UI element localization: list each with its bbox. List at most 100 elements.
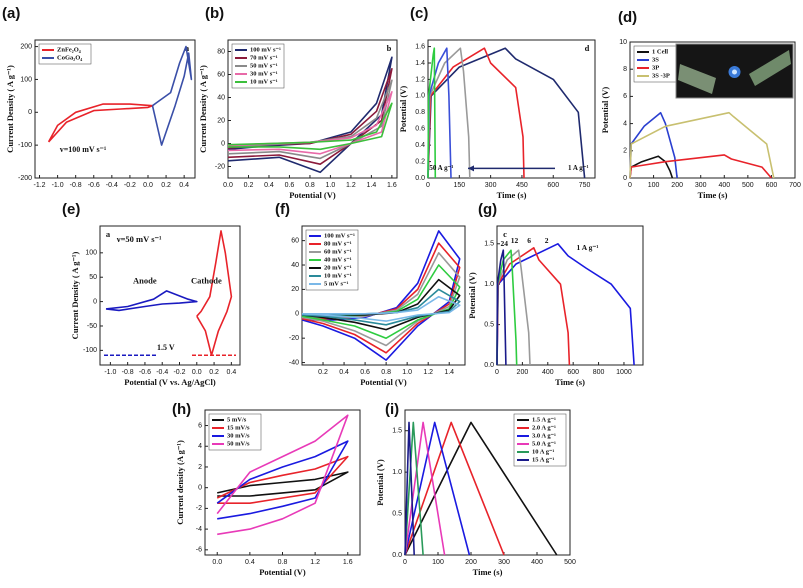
legend-box [513, 413, 567, 467]
x-tick-label: 300 [485, 182, 497, 189]
y-tick-label: 1.0 [415, 93, 425, 100]
annotation: v=100 mV s⁻¹ [60, 145, 107, 154]
legend-label: 50 mV/s [227, 440, 250, 447]
y-tick-label: 0 [221, 140, 225, 147]
y-axis-label: Current Density ( A g⁻¹) [70, 252, 80, 340]
x-tick-label: 0.0 [212, 559, 222, 566]
y-axis-label: Potential (V) [467, 272, 477, 319]
series-line [629, 111, 775, 179]
legend-label: 15 mV/s [227, 424, 250, 431]
y-tick-label: 6 [623, 93, 627, 100]
y-tick-label: -6 [196, 547, 202, 554]
x-tick-label: 100 [432, 559, 444, 566]
y-tick-label: 0 [198, 485, 202, 492]
x-tick-label: 400 [542, 369, 554, 376]
panel-tag: b [387, 43, 392, 53]
series-line [301, 230, 461, 361]
legend-label: CoGa₂O₄ [57, 54, 82, 61]
x-tick-label: 0.2 [209, 369, 219, 376]
y-tick-label: 2 [623, 148, 627, 155]
plot-frame [227, 39, 398, 179]
annotation: Anode [133, 276, 157, 286]
legend-label: 2.0 A g⁻¹ [532, 424, 556, 431]
legend-label: 1 Cell [652, 48, 668, 55]
legend-label: 10 A g⁻¹ [532, 448, 554, 455]
legend-label: ZnFe₂O₄ [57, 46, 81, 53]
y-tick-label: -50 [87, 323, 97, 330]
x-tick-label: 0.8 [381, 369, 391, 376]
x-axis-label: Time (s) [473, 567, 503, 577]
inset-fiber [678, 64, 716, 94]
y-tick-label: 20 [217, 117, 225, 124]
x-tick-label: 0 [495, 369, 499, 376]
panel-label: (g) [478, 201, 497, 218]
y-tick-label: 6 [198, 422, 202, 429]
x-tick-label: -1.0 [52, 182, 64, 189]
legend-label: 20 mV s⁻¹ [324, 264, 352, 271]
x-tick-label: 100 [648, 182, 660, 189]
x-tick-label: 700 [789, 182, 801, 189]
y-tick-label: -20 [215, 163, 225, 170]
panel-tag: a [185, 43, 190, 53]
x-tick-label: 600 [567, 369, 579, 376]
plot-frame [34, 39, 196, 179]
x-tick-label: 400 [531, 559, 543, 566]
x-tick-label: 450 [516, 182, 528, 189]
y-tick-label: 0.8 [415, 109, 425, 116]
y-tick-label: 0 [295, 311, 299, 318]
x-tick-label: 1.4 [444, 369, 454, 376]
panel-label: (b) [205, 5, 224, 22]
panel-label: (c) [410, 5, 428, 22]
x-tick-label: 600 [766, 182, 778, 189]
x-tick-label: 1.6 [343, 559, 353, 566]
y-tick-label: -20 [289, 335, 299, 342]
legend-label: 80 mV s⁻¹ [324, 240, 352, 247]
x-tick-label: 750 [579, 182, 591, 189]
x-tick-label: 300 [695, 182, 707, 189]
series-line [301, 295, 461, 322]
legend-label: 5.0 A g⁻¹ [532, 440, 556, 447]
x-tick-label: 0.4 [339, 369, 349, 376]
y-tick-label: 1.5 [392, 428, 402, 435]
x-axis-label: Time (s) [555, 377, 585, 387]
legend-label: 3S -3P [652, 72, 670, 79]
panel-label: (a) [2, 5, 20, 22]
x-tick-label: 0.2 [161, 182, 171, 189]
x-tick-label: 0 [403, 559, 407, 566]
y-axis-label: Current Density ( A g⁻¹) [198, 65, 208, 153]
x-tick-label: 0.0 [143, 182, 153, 189]
y-tick-label: 0.0 [415, 175, 425, 182]
y-tick-label: 0 [28, 109, 32, 116]
y-axis-label: Potential (V) [398, 86, 408, 133]
series-line [427, 47, 586, 179]
series-line [227, 102, 393, 151]
x-tick-label: 0.2 [244, 182, 254, 189]
x-tick-label: 800 [593, 369, 605, 376]
y-tick-label: 60 [291, 237, 299, 244]
legend-label: 5 mV s⁻¹ [324, 280, 348, 287]
y-tick-label: 1.4 [415, 60, 425, 67]
panel-tag: c [503, 229, 507, 239]
series-line [105, 290, 198, 312]
annotation: 6 [527, 236, 531, 245]
series-line [629, 154, 773, 179]
x-axis-label: Potential (V) [360, 377, 407, 387]
y-tick-label: 1.2 [415, 76, 425, 83]
inset-glow [732, 69, 737, 75]
x-tick-label: -0.6 [139, 369, 151, 376]
legend-label: 30 mV s⁻¹ [250, 70, 278, 77]
series-line [496, 247, 571, 366]
x-tick-label: 600 [547, 182, 559, 189]
x-tick-label: 200 [671, 182, 683, 189]
plot-frame [404, 409, 571, 556]
x-tick-label: 0.4 [179, 182, 189, 189]
series-line [404, 421, 424, 556]
x-tick-label: 1.2 [310, 559, 320, 566]
y-tick-label: 0.6 [415, 126, 425, 133]
x-tick-label: 0.0 [192, 369, 202, 376]
annotation: 1.5 V [157, 343, 175, 352]
series-line [404, 421, 415, 556]
y-tick-label: 100 [85, 250, 97, 257]
y-tick-label: 0.0 [484, 362, 494, 369]
legend-label: 1.5 A g⁻¹ [532, 416, 556, 423]
